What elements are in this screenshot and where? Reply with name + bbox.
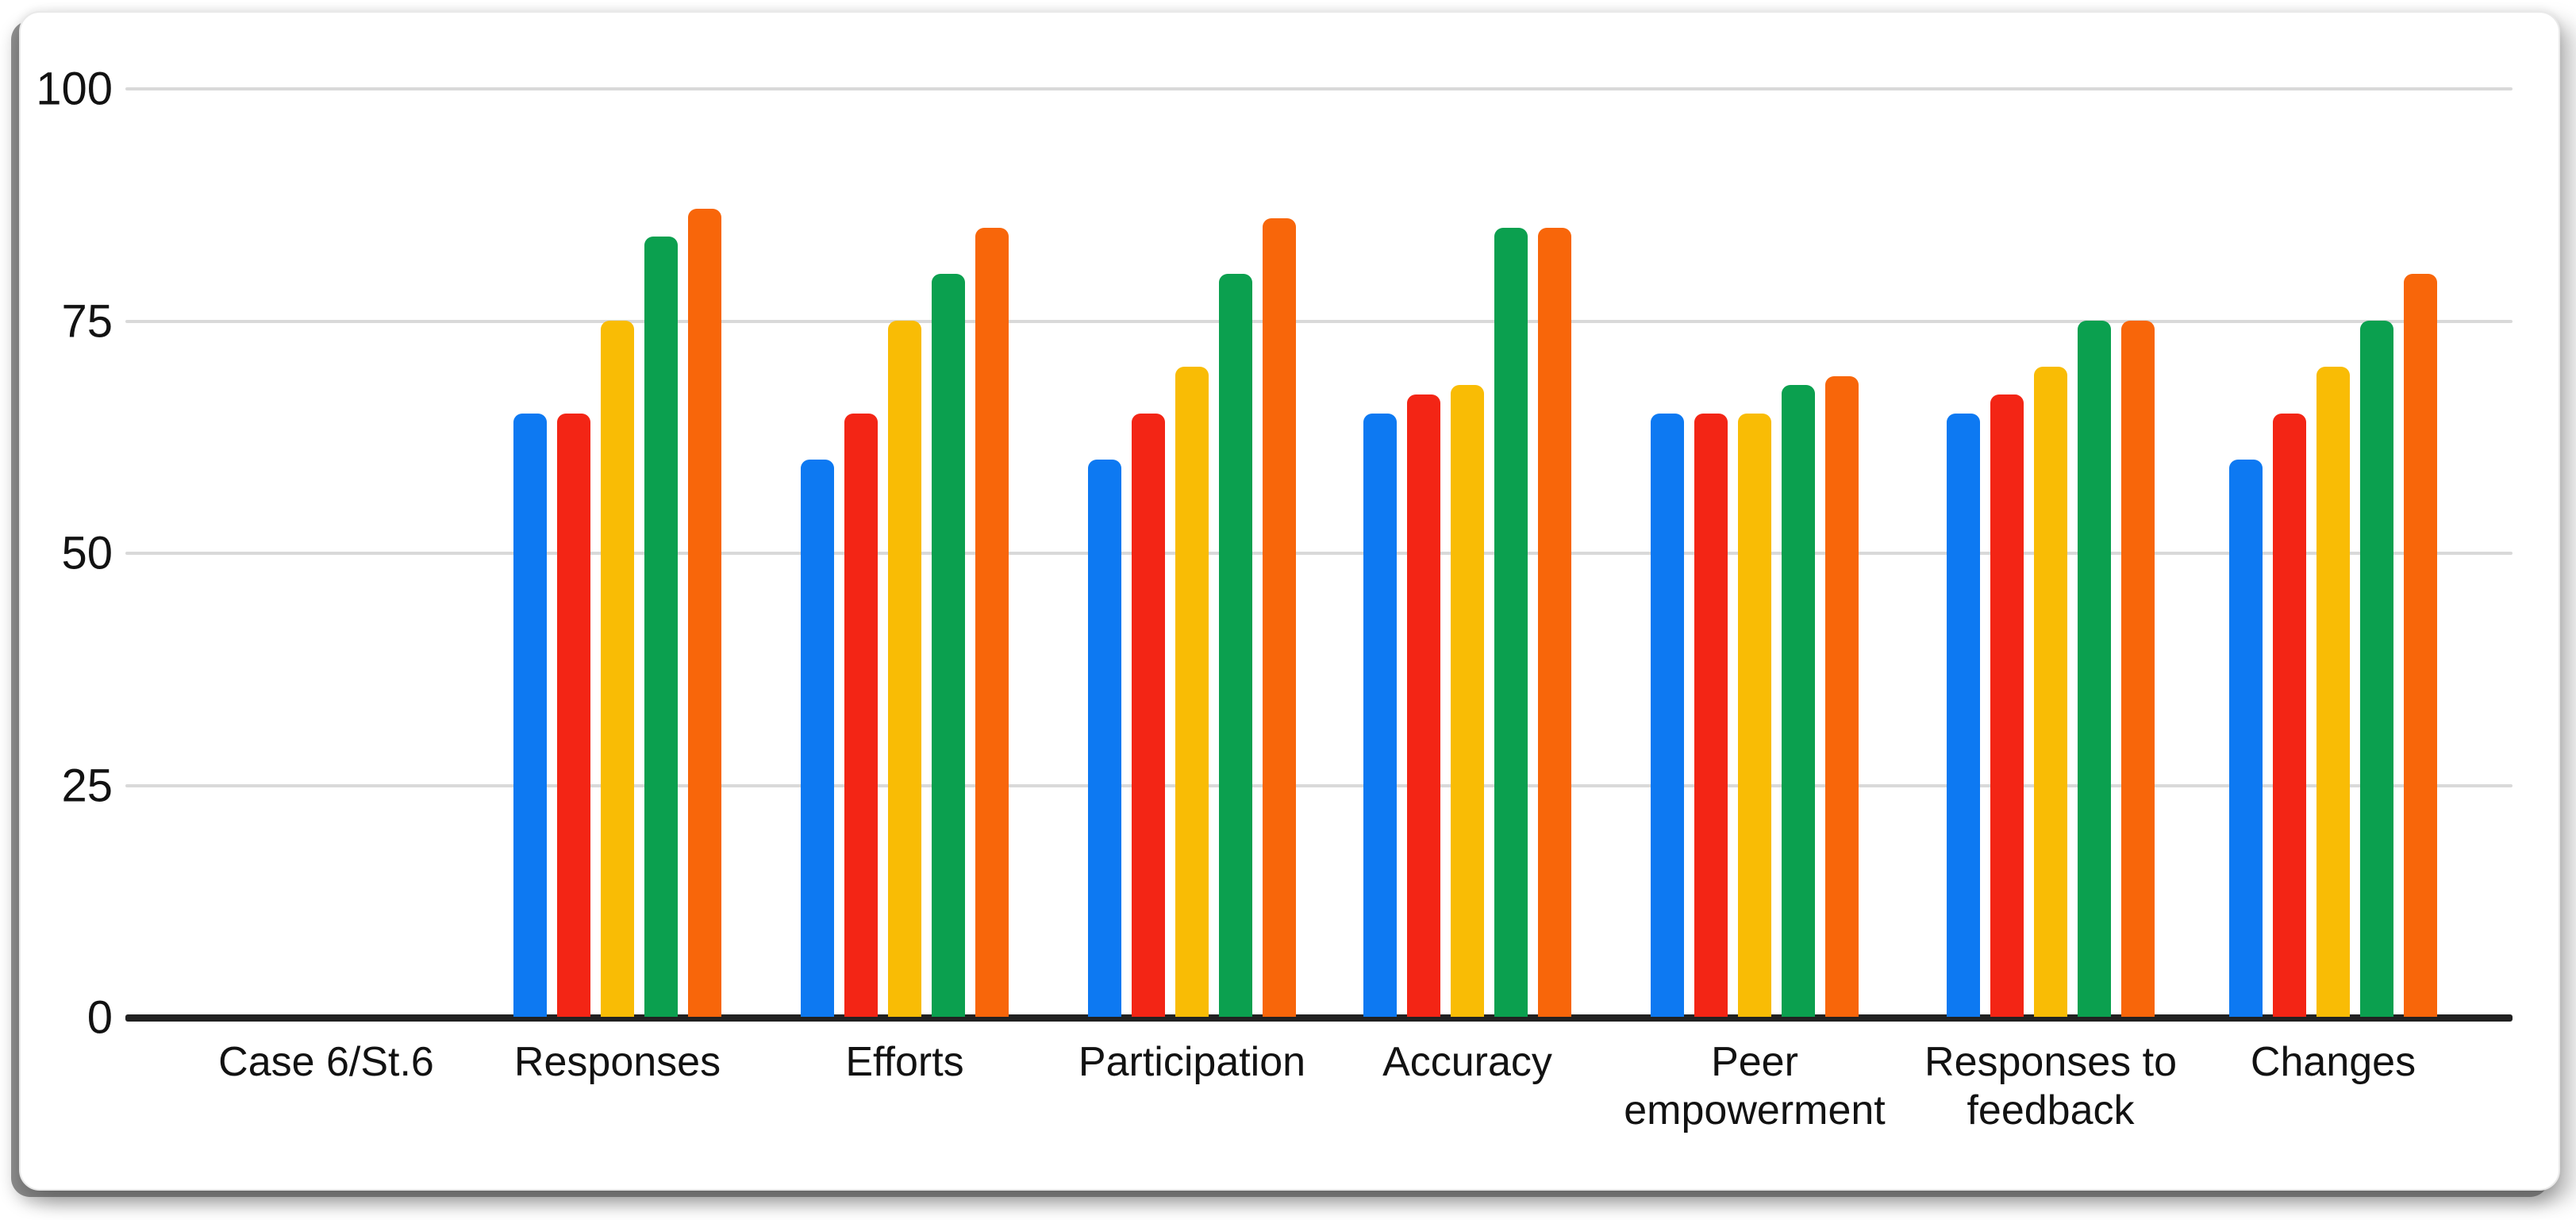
bar-group-5 bbox=[1363, 89, 1571, 1017]
bar-yellow-8 bbox=[2316, 367, 2350, 1017]
bar-orange-4 bbox=[1263, 217, 1296, 1017]
bar-red-6 bbox=[1694, 413, 1728, 1017]
bar-green-3 bbox=[932, 274, 965, 1017]
bar-yellow-4 bbox=[1175, 367, 1209, 1017]
x-axis-label-7: Responses to feedback bbox=[1924, 1039, 2177, 1134]
bar-group-3 bbox=[801, 89, 1009, 1017]
gridline-25 bbox=[125, 783, 2513, 787]
bar-orange-5 bbox=[1538, 227, 1571, 1017]
bar-group-4 bbox=[1088, 89, 1296, 1017]
chart-card: 0 25 50 75 100 Case 6/St.6 Responses Efforts Par… bbox=[19, 11, 2560, 1191]
bar-group-6 bbox=[1651, 89, 1859, 1017]
bar-orange-2 bbox=[688, 209, 721, 1017]
bar-yellow-6 bbox=[1738, 413, 1771, 1017]
y-axis-label-75: 75 bbox=[61, 295, 113, 347]
bar-group-7 bbox=[1947, 89, 2155, 1017]
x-axis-label-2: Responses bbox=[513, 1039, 721, 1085]
bar-group-2 bbox=[513, 89, 721, 1017]
bar-red-5 bbox=[1407, 394, 1440, 1017]
y-axis-label-50: 50 bbox=[61, 527, 113, 579]
bar-blue-4 bbox=[1088, 460, 1121, 1017]
x-axis-baseline bbox=[125, 1014, 2513, 1022]
bar-yellow-7 bbox=[2034, 367, 2067, 1017]
bar-orange-6 bbox=[1825, 375, 1859, 1017]
bar-red-2 bbox=[557, 413, 590, 1017]
bar-red-4 bbox=[1132, 413, 1165, 1017]
x-axis-label-6: Peer empowerment bbox=[1624, 1039, 1886, 1134]
bar-green-2 bbox=[644, 237, 678, 1017]
bar-yellow-2 bbox=[601, 320, 634, 1017]
bar-green-8 bbox=[2360, 320, 2393, 1017]
bar-red-8 bbox=[2273, 413, 2306, 1017]
bar-green-4 bbox=[1219, 274, 1252, 1017]
y-axis-label-100: 100 bbox=[36, 63, 113, 115]
gridline-50 bbox=[125, 552, 2513, 555]
y-axis-label-0: 0 bbox=[87, 991, 113, 1044]
bar-orange-3 bbox=[975, 227, 1009, 1017]
y-axis-label-25: 25 bbox=[61, 760, 113, 811]
bar-blue-7 bbox=[1947, 413, 1980, 1017]
bar-blue-8 bbox=[2229, 460, 2263, 1017]
bar-orange-8 bbox=[2404, 274, 2437, 1017]
bar-yellow-5 bbox=[1451, 385, 1484, 1017]
x-axis-label-1: Case 6/St.6 bbox=[218, 1039, 434, 1085]
bar-blue-5 bbox=[1363, 413, 1397, 1017]
bar-blue-2 bbox=[513, 413, 547, 1017]
bar-green-5 bbox=[1494, 227, 1528, 1017]
x-axis-label-5: Accuracy bbox=[1382, 1039, 1552, 1085]
x-axis-label-8: Changes bbox=[2250, 1039, 2416, 1085]
gridline-100 bbox=[125, 87, 2513, 90]
x-axis-label-3: Efforts bbox=[845, 1039, 964, 1085]
bar-orange-7 bbox=[2121, 320, 2155, 1017]
x-axis-label-4: Participation bbox=[1078, 1039, 1306, 1085]
bar-green-7 bbox=[2078, 320, 2111, 1017]
bar-blue-6 bbox=[1651, 413, 1684, 1017]
bar-green-6 bbox=[1782, 385, 1815, 1017]
gridline-75 bbox=[125, 319, 2513, 323]
bar-red-7 bbox=[1990, 394, 2024, 1017]
bar-red-3 bbox=[844, 413, 878, 1017]
bar-yellow-3 bbox=[888, 320, 921, 1017]
bar-blue-3 bbox=[801, 460, 834, 1017]
bar-group-8 bbox=[2229, 89, 2437, 1017]
